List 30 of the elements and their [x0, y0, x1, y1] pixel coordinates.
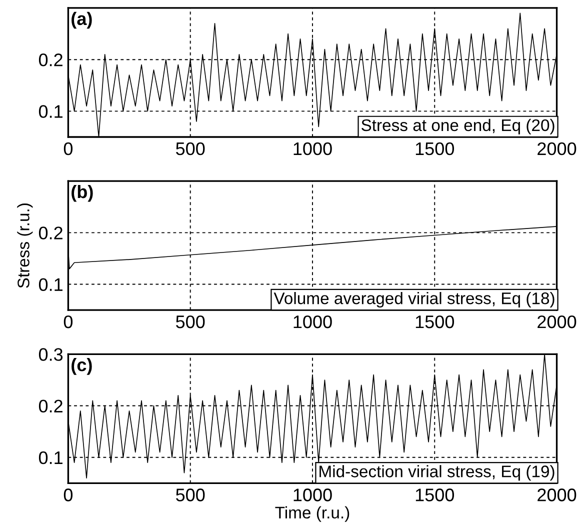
x-tick-label: 1000: [294, 488, 332, 502]
annotation: Mid-section virial stress, Eq (19): [320, 465, 554, 481]
y-tick-label: 0.1: [38, 451, 62, 464]
x-tick-label: 1500: [416, 488, 454, 502]
x-axis-title: Time (r.u.): [275, 506, 350, 522]
y-axis-title: Stress (r.u.): [17, 204, 33, 288]
y-tick-label: 0.3: [38, 348, 63, 361]
y-tick-label: 0.2: [38, 226, 62, 240]
y-tick-label: 0.1: [38, 278, 62, 292]
x-tick-label: 2000: [538, 488, 576, 502]
x-tick-label: 2000: [538, 142, 576, 156]
x-tick-label: 1500: [416, 315, 454, 328]
x-tick-label: 500: [176, 488, 205, 502]
annotation: (b): [72, 184, 93, 202]
x-tick-label: 1500: [416, 142, 454, 156]
y-tick-label: 0.2: [38, 54, 62, 66]
annotation: (c): [72, 358, 92, 375]
x-tick-label: 1000: [294, 142, 332, 156]
x-tick-label: 500: [176, 142, 205, 156]
y-tick-label: 0.1: [38, 105, 62, 118]
x-tick-label: 2000: [538, 315, 576, 328]
x-tick-label: 0: [64, 315, 73, 328]
y-tick-label: 0.2: [38, 400, 62, 413]
annotation: Stress at one end, Eq (20): [362, 118, 554, 134]
x-tick-label: 0: [64, 142, 73, 156]
x-tick-label: 500: [176, 315, 205, 328]
x-tick-label: 0: [64, 488, 73, 502]
x-tick-label: 1000: [294, 315, 332, 328]
annotation: Volume averaged virial stress, Eq (18): [274, 292, 554, 308]
annotation: (a): [72, 12, 92, 29]
